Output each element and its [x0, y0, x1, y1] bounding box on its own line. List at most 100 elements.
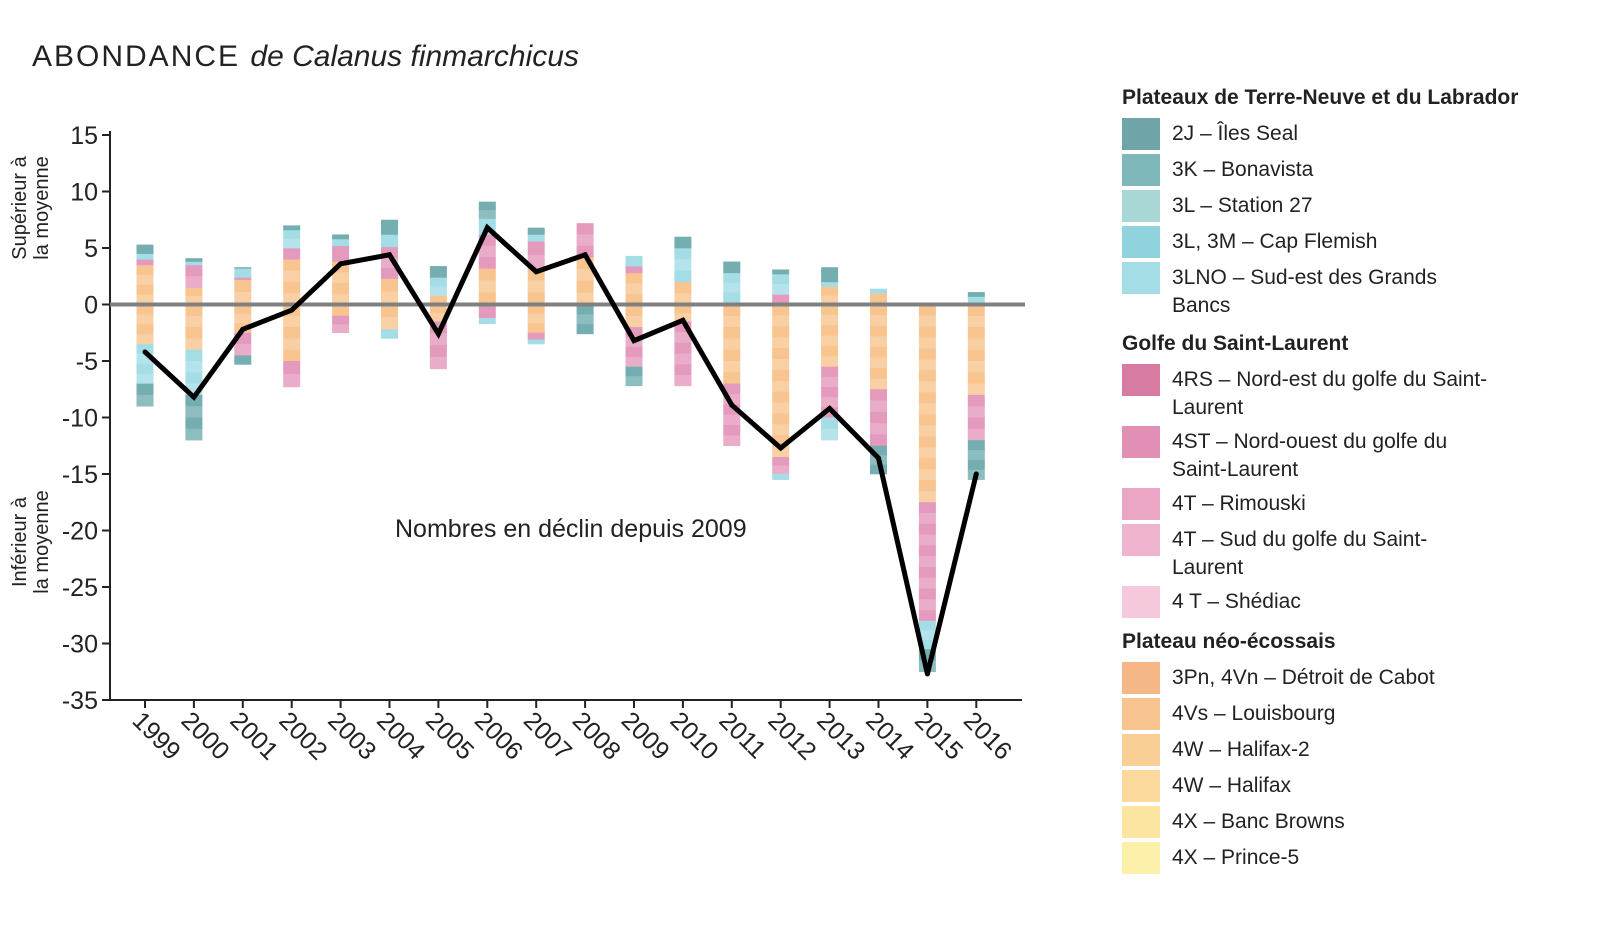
bar-segment — [381, 291, 398, 305]
bar-segment — [918, 556, 936, 568]
bar-segment — [967, 361, 985, 373]
bar-segment — [283, 315, 301, 328]
trend-point — [680, 317, 686, 323]
bar-segment — [918, 381, 936, 393]
bar-segment — [674, 248, 692, 260]
bar-segment — [821, 366, 839, 378]
bar-segment — [625, 366, 643, 377]
bar-segment — [136, 259, 154, 266]
legend-group-title: Golfe du Saint-Laurent — [1122, 332, 1349, 355]
bar-segment — [674, 332, 692, 344]
bar-segment — [723, 315, 741, 328]
bar-segment — [918, 370, 936, 382]
title-main: ABONDANCE — [32, 40, 241, 73]
bar-segment — [723, 349, 741, 362]
bar-segment — [527, 292, 545, 305]
bar-segment — [185, 406, 203, 418]
bar-segment — [136, 284, 154, 295]
y-tick-label: -15 — [62, 461, 98, 489]
bar-segment — [674, 259, 692, 271]
bar-segment — [772, 348, 790, 360]
bar-segment — [625, 315, 643, 328]
x-tick-label: 2013 — [811, 706, 870, 765]
bar-segment — [918, 436, 936, 448]
bar-segment — [625, 356, 643, 367]
bar-segment — [136, 274, 154, 286]
bar-segment — [185, 361, 203, 373]
legend-item: 4T – Sud du golfe du Saint-Laurent — [1122, 524, 1592, 582]
bar-segment — [234, 332, 252, 345]
bar-segment — [674, 304, 692, 314]
legend-swatch — [1122, 488, 1160, 520]
bar-segment — [234, 355, 252, 365]
bar-segment — [234, 292, 252, 305]
legend-label: 2J – Îles Seal — [1172, 122, 1299, 145]
bar-segment — [967, 349, 985, 362]
bar-segment — [136, 373, 154, 384]
bar-segment — [625, 327, 643, 338]
bar-segment — [185, 304, 203, 317]
bar-segment — [527, 280, 545, 293]
bar-segment — [821, 428, 839, 441]
bar-segment — [283, 248, 301, 260]
bar-segment — [772, 326, 790, 338]
annotation: Nombres en déclin depuis 2009 — [395, 515, 747, 543]
bar-segment — [576, 304, 594, 315]
trend-point — [973, 471, 979, 477]
bar-segment — [918, 566, 936, 579]
bar-segment — [478, 318, 496, 325]
bar-segment — [918, 425, 936, 437]
y-tick-label: -5 — [76, 348, 98, 376]
bar-segment — [429, 312, 447, 322]
legend: Plateaux de Terre-Neuve et du Labrador 2J… — [1122, 86, 1592, 886]
legend-swatch — [1122, 262, 1160, 294]
x-tick-label: 2003 — [322, 706, 381, 765]
bar-segment — [723, 282, 741, 293]
y-axis-label-line: la moyenne — [31, 490, 53, 593]
bar-segment — [625, 272, 643, 284]
bar-segment — [136, 264, 154, 276]
bar-segment — [918, 304, 936, 316]
bar-segment — [527, 227, 545, 235]
bar-segment — [283, 327, 301, 339]
bar-segment — [723, 372, 741, 384]
bar-segment — [283, 270, 301, 283]
bar-segment — [870, 288, 887, 294]
bar-segment — [870, 445, 887, 456]
bar-segment — [576, 234, 594, 247]
bar-segment — [185, 349, 203, 362]
bar-segment — [625, 376, 643, 387]
bar-segment — [234, 268, 252, 278]
bar-segment — [821, 407, 839, 418]
bar-segment — [723, 414, 741, 426]
bar-segment — [478, 304, 496, 319]
bar-segment — [283, 238, 301, 249]
legend-label: 3L – Station 27 — [1172, 194, 1313, 217]
bar-segment — [332, 304, 350, 317]
bar-segment — [772, 273, 790, 285]
bar-segment — [918, 502, 936, 514]
bar-segment — [918, 337, 936, 349]
bar-segment — [967, 372, 985, 384]
bar-segment — [283, 225, 301, 231]
bar-segment — [429, 333, 447, 346]
bar-segment — [527, 241, 545, 256]
bar-segment — [674, 364, 692, 376]
bar-segment — [967, 459, 985, 471]
legend-swatch — [1122, 842, 1160, 874]
bar-segment — [674, 293, 692, 305]
legend-label: 3Pn, 4Vn – Détroit de Cabot — [1172, 666, 1435, 689]
y-tick-label: 0 — [84, 292, 98, 320]
bar-segment — [381, 234, 398, 248]
bar-segment — [772, 474, 790, 480]
legend-item: 3L – Station 27 — [1122, 190, 1592, 222]
bar-segment — [576, 268, 594, 282]
bar-segment — [674, 342, 692, 354]
legend-label: 4T – Sud du golfe du Saint-Laurent — [1172, 528, 1428, 579]
bar-segment — [136, 344, 154, 355]
legend-swatch — [1122, 426, 1160, 458]
bar-segment — [332, 245, 350, 262]
bar-segment — [234, 304, 252, 315]
bar-segment — [185, 276, 203, 288]
bar-segment — [870, 346, 887, 358]
